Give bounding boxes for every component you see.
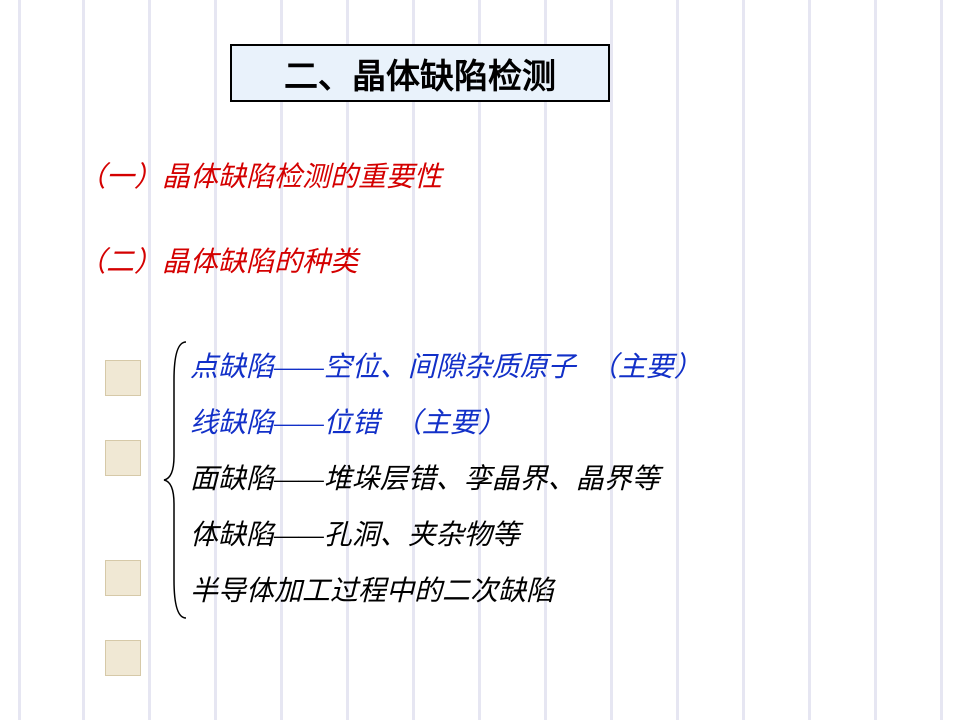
list-item: 半导体加工过程中的二次缺陷 — [190, 564, 702, 620]
list-item: 面缺陷——堆垛层错、孪晶界、晶界等 — [190, 452, 702, 508]
list-item: 体缺陷——孔洞、夹杂物等 — [190, 508, 702, 564]
decor-square — [105, 560, 141, 596]
title-text: 二、晶体缺陷检测 — [284, 49, 556, 98]
decor-square — [105, 440, 141, 476]
list-item: 点缺陷——空位、间隙杂质原子 （主要） — [190, 340, 702, 396]
title-box: 二、晶体缺陷检测 — [230, 44, 610, 102]
section-2: （二）晶体缺陷的种类 — [78, 240, 358, 280]
brace-icon — [162, 340, 190, 620]
decor-square — [105, 360, 141, 396]
section-1: （一）晶体缺陷检测的重要性 — [78, 155, 442, 195]
decor-square — [105, 640, 141, 676]
defect-list: 点缺陷——空位、间隙杂质原子 （主要）线缺陷——位错 （主要）面缺陷——堆垛层错… — [190, 340, 702, 620]
list-item: 线缺陷——位错 （主要） — [190, 396, 702, 452]
